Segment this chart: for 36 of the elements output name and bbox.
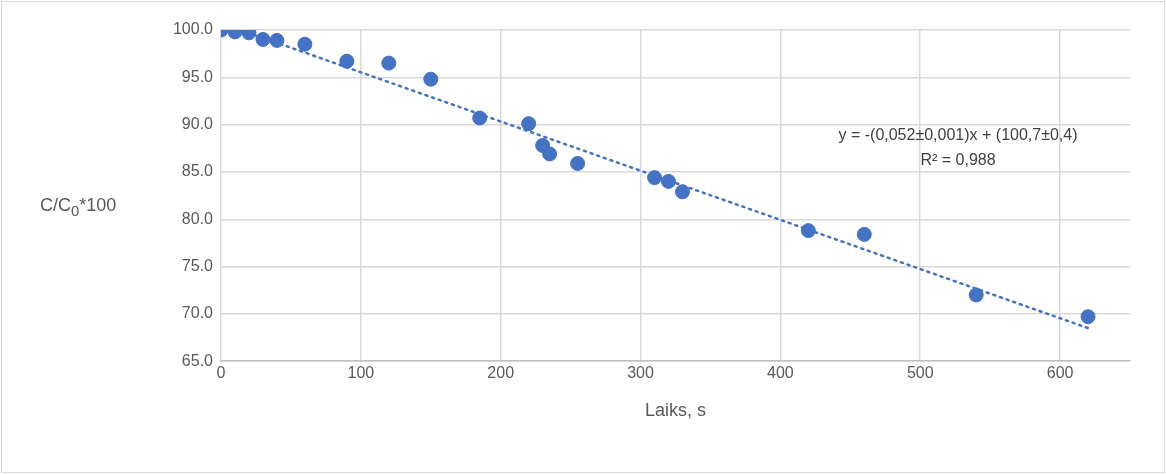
y-tick-label: 70.0 (181, 304, 214, 322)
point (674, 184, 690, 200)
x-tick-label: 200 (487, 364, 515, 382)
x-tick-label: 400 (767, 364, 794, 382)
point (800, 223, 816, 239)
x-axis-title: Laiks, s (644, 400, 707, 421)
point (856, 226, 872, 242)
y-tick-label: 75.0 (181, 256, 214, 274)
y-tick-label: 95.0 (181, 67, 214, 85)
point (423, 71, 439, 87)
y-tick-label: 85.0 (181, 162, 214, 180)
point (968, 287, 984, 303)
point (339, 53, 355, 69)
annotation: y = -(0,052±0,001)x + (100,7±0,4) (838, 126, 1078, 144)
y-tick-label: 80.0 (181, 209, 214, 227)
point (661, 173, 677, 189)
point (647, 170, 663, 186)
y-tick-label: 65.0 (181, 351, 214, 369)
x-tick-label: 500 (906, 364, 934, 382)
point (1080, 309, 1096, 325)
y-tick-label: 100.0 (172, 20, 214, 38)
y-axis-title: C/C$_{0}$*100 (40, 195, 117, 219)
x-tick-label: 0 (216, 364, 226, 382)
point (269, 32, 285, 48)
point (570, 155, 586, 171)
point (472, 110, 488, 126)
point (521, 116, 537, 132)
point (255, 31, 271, 47)
point (542, 146, 558, 162)
annotation: R² = 0,988 (920, 151, 996, 169)
y-tick-label: 90.0 (181, 115, 214, 133)
x-tick-label: 600 (1046, 364, 1074, 382)
point (297, 36, 313, 52)
point (381, 55, 397, 71)
x-tick-label: 300 (627, 364, 654, 382)
x-tick-label: 100 (347, 364, 375, 382)
